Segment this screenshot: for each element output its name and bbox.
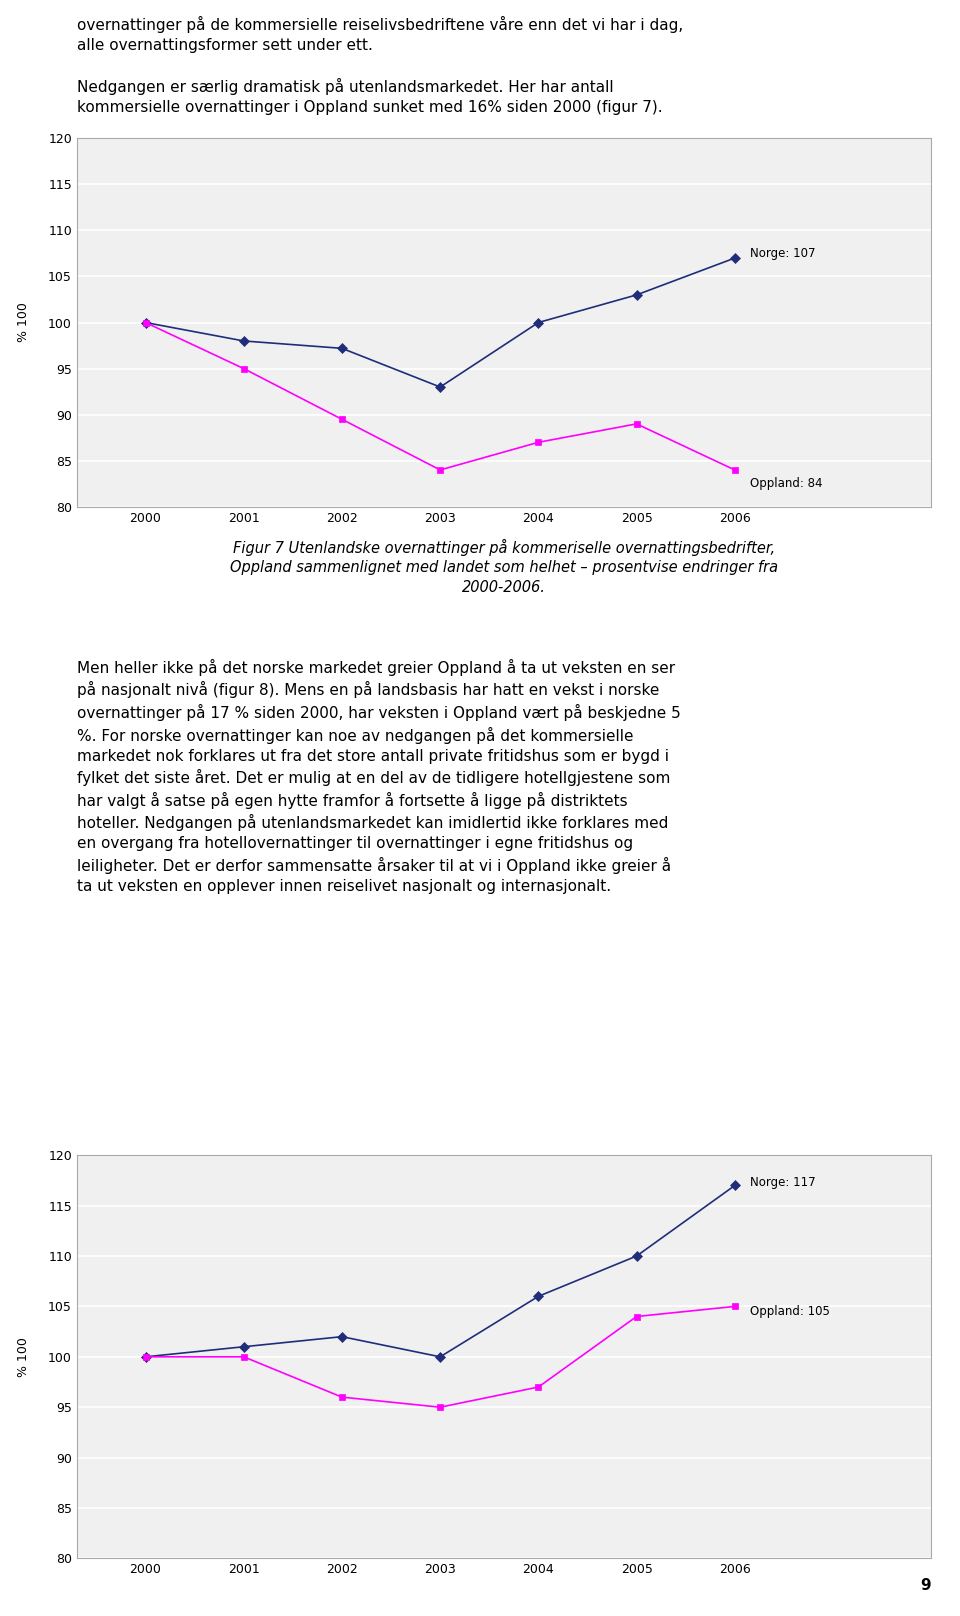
Y-axis label: % 100: % 100 — [17, 1336, 30, 1377]
Text: Norge: 107: Norge: 107 — [750, 247, 815, 260]
Text: Norge: 117: Norge: 117 — [750, 1176, 815, 1189]
Text: Oppland: 84: Oppland: 84 — [750, 477, 822, 490]
Text: Oppland: 105: Oppland: 105 — [750, 1306, 829, 1319]
Text: Figur 7 Utenlandske overnattinger på kommeriselle overnattingsbedrifter,
Oppland: Figur 7 Utenlandske overnattinger på kom… — [230, 538, 778, 595]
Text: Men heller ikke på det norske markedet greier Oppland å ta ut veksten en ser
på : Men heller ikke på det norske markedet g… — [77, 659, 681, 894]
Text: 9: 9 — [921, 1577, 931, 1593]
Y-axis label: % 100: % 100 — [17, 302, 30, 343]
Text: overnattinger på de kommersielle reiselivsbedriftene våre enn det vi har i dag,
: overnattinger på de kommersielle reiseli… — [77, 16, 684, 115]
